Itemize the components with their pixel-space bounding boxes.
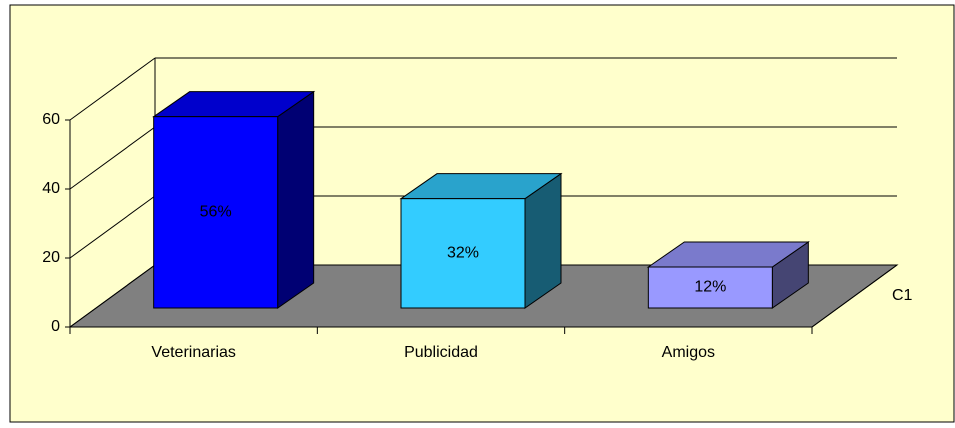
y-tick-label: 60 [42, 111, 60, 128]
bar [647, 266, 773, 309]
bar [400, 198, 526, 309]
data-label: 56% [200, 204, 232, 221]
grid-line [69, 126, 156, 190]
bar [153, 116, 279, 309]
grid-line [69, 264, 156, 328]
grid-line [69, 57, 156, 121]
axis-line [811, 264, 898, 328]
x-tick-label: Amigos [662, 344, 715, 361]
y-tick-label: 0 [51, 318, 60, 335]
y-tick-label: 40 [42, 180, 60, 197]
x-tick-label: Publicidad [404, 344, 478, 361]
data-label: 12% [694, 279, 726, 296]
x-tick-label: Veterinarias [151, 344, 236, 361]
data-label: 32% [447, 245, 479, 262]
bar-side [277, 90, 315, 309]
y-tick-label: 20 [42, 249, 60, 266]
series-label: C1 [892, 287, 913, 304]
grid-line [69, 195, 156, 259]
